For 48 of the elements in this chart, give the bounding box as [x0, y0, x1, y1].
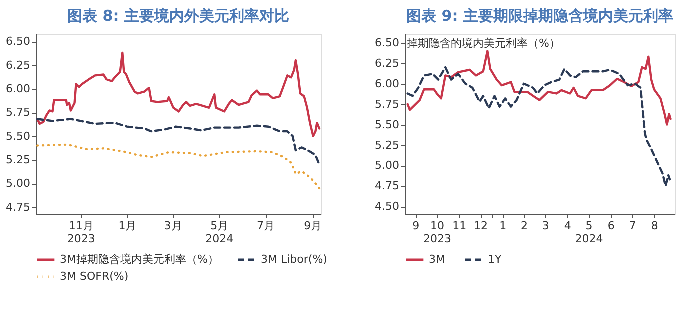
y-tick-label: 5.75: [375, 98, 400, 111]
line-series: [406, 50, 672, 126]
y-tick-label: 5.50: [6, 130, 30, 143]
x-tick-label: 10 2023: [424, 220, 452, 246]
y-tick-label: 6.25: [375, 56, 400, 70]
y-tick-label: 4.75: [6, 200, 30, 214]
y-tick-label: 6.25: [6, 58, 30, 72]
y-tick-label: 5.50: [375, 118, 400, 132]
y-tick-label: 4.50: [375, 200, 400, 214]
x-tick-label: 7: [629, 220, 636, 232]
x-tick-label: 9月: [304, 220, 322, 232]
x-tick-label: 8: [651, 220, 658, 232]
y-axis-title: 掉期隐含的境内美元利率（%）: [407, 37, 560, 50]
x-tick-label: 1: [500, 220, 507, 232]
y-tick-label: 6.50: [375, 36, 400, 50]
x-tick-label: 5 2024: [575, 220, 604, 246]
x-tick-label: 9: [412, 220, 420, 232]
legend-label: 3M: [429, 253, 446, 266]
line-series: [36, 144, 321, 190]
legend-label: 1Y: [488, 253, 502, 266]
chart-title: 图表 8: 主要境内外美元利率对比: [68, 7, 290, 25]
x-tick-label: 11月 2023: [67, 220, 96, 246]
y-tick-label: 5.75: [6, 106, 30, 120]
y-tick-label: 5.00: [6, 177, 30, 190]
x-tick-label: 2: [520, 220, 528, 232]
x-tick-label: 11: [452, 220, 467, 232]
y-tick-label: 6.00: [375, 77, 400, 90]
legend-label: 3M SOFR(%): [60, 270, 129, 283]
y-tick-label: 5.25: [6, 154, 30, 166]
y-tick-label: 5.00: [375, 159, 400, 172]
y-tick-label: 5.25: [375, 138, 400, 152]
legend-label: 3M Libor(%): [261, 253, 328, 266]
chart-title: 图表 9: 主要期限掉期隐含境内美元利率: [406, 7, 674, 25]
legend-label: 3M掉期隐含境内美元利率（%）: [60, 253, 219, 266]
x-tick-label: 5月 2024: [206, 220, 234, 246]
line-series: [406, 66, 672, 188]
x-tick-label: 3月: [164, 220, 182, 232]
x-tick-label: 3: [542, 220, 550, 232]
x-tick-label: 4: [564, 220, 572, 232]
line-series: [36, 118, 321, 166]
y-tick-label: 4.75: [375, 180, 400, 193]
line-series: [36, 52, 321, 138]
x-tick-label: 12: [474, 220, 488, 232]
x-tick-label: 7月: [257, 220, 276, 232]
y-tick-label: 6.50: [6, 35, 30, 48]
x-tick-label: 1月: [118, 220, 137, 232]
y-tick-label: 6.00: [6, 82, 30, 96]
x-tick-label: 6: [608, 220, 615, 232]
